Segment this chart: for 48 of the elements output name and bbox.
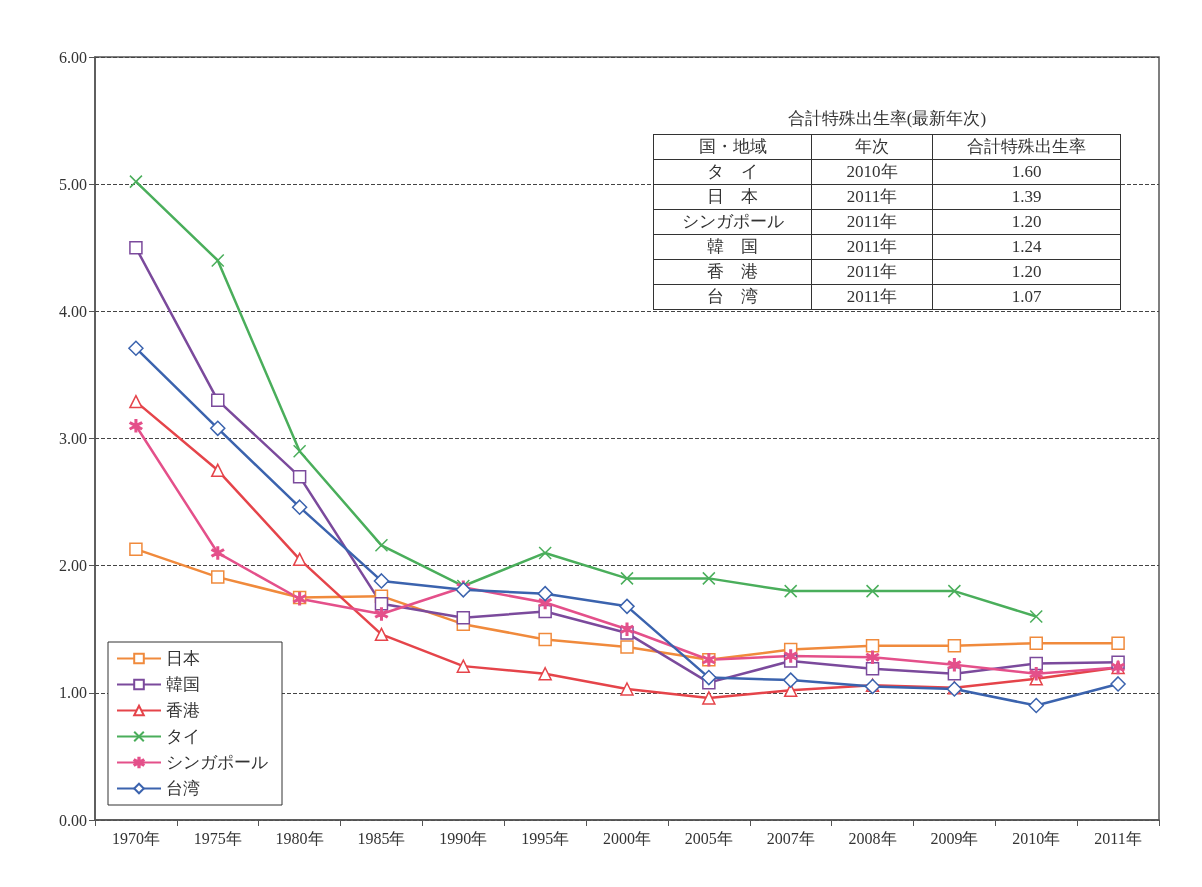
annotation: 1.60 bbox=[932, 159, 1121, 185]
annotation: 1.39 bbox=[932, 184, 1121, 210]
annotation: 2011年 bbox=[811, 234, 933, 260]
annotation: 年次 bbox=[811, 134, 933, 160]
annotation: 1.20 bbox=[932, 259, 1121, 285]
y-tick-label: 5.00 bbox=[59, 175, 87, 193]
annotation: タ イ bbox=[653, 159, 812, 185]
legend-label: 香港 bbox=[166, 701, 200, 720]
x-tick-label: 1975年 bbox=[193, 829, 242, 847]
x-tick-label: 2000年 bbox=[603, 829, 651, 847]
annotation: 2011年 bbox=[811, 209, 933, 235]
y-tick-label: 4.00 bbox=[59, 302, 87, 320]
x-tick-label: 1980年 bbox=[275, 829, 324, 847]
y-tick-label: 6.00 bbox=[59, 48, 87, 66]
y-tick-label: 3.00 bbox=[59, 430, 87, 447]
x-tick-label: 1985年 bbox=[357, 829, 406, 847]
x-tick-label: 1990年 bbox=[439, 829, 488, 847]
annotation: 合計特殊出生率 bbox=[932, 134, 1121, 160]
annotation: 香 港 bbox=[653, 259, 812, 285]
annotation: 日 本 bbox=[653, 184, 812, 210]
x-tick-label: 2005年 bbox=[684, 829, 733, 847]
x-tick-label: 1970年 bbox=[111, 829, 160, 847]
annotation: 合計特殊出生率(最新年次) bbox=[786, 108, 988, 130]
x-tick-label: 2010年 bbox=[1012, 829, 1061, 847]
y-tick-label: 2.00 bbox=[59, 557, 87, 575]
annotation: シンガポール bbox=[653, 209, 812, 235]
x-tick-label: 2007年 bbox=[766, 829, 815, 847]
legend-label: タイ bbox=[166, 727, 200, 746]
y-tick-label: 1.00 bbox=[59, 684, 87, 702]
legend-label: 日本 bbox=[166, 649, 200, 668]
x-tick-label: 1995年 bbox=[521, 829, 570, 847]
annotation: 2011年 bbox=[811, 284, 933, 310]
annotation: 1.07 bbox=[932, 284, 1121, 310]
x-tick-label: 2011年 bbox=[1094, 829, 1142, 847]
annotation: 韓 国 bbox=[653, 234, 812, 260]
annotation: 2011年 bbox=[811, 184, 933, 210]
annotation: 2010年 bbox=[811, 159, 933, 185]
legend-label: シンガポール bbox=[166, 753, 268, 772]
annotation: 台 湾 bbox=[653, 284, 812, 310]
annotation: 2011年 bbox=[811, 259, 933, 285]
annotation: 国・地域 bbox=[653, 134, 812, 160]
y-tick-label: 0.00 bbox=[59, 811, 87, 829]
annotation: 1.20 bbox=[932, 209, 1121, 235]
annotation: 1.24 bbox=[932, 234, 1121, 260]
legend-label: 韓国 bbox=[166, 675, 200, 694]
x-tick-label: 2008年 bbox=[848, 829, 897, 847]
x-tick-label: 2009年 bbox=[930, 829, 979, 847]
legend-label: 台湾 bbox=[166, 779, 200, 798]
